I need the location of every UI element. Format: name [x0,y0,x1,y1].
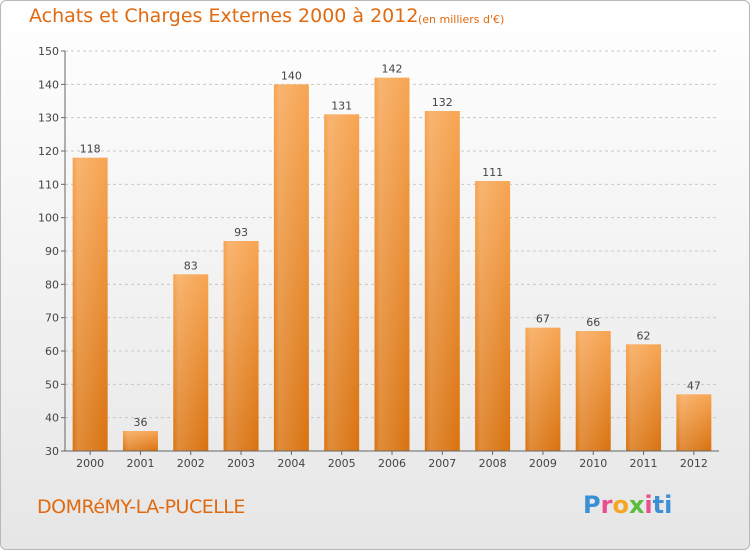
x-tick-label: 2007 [428,457,456,470]
bar-highlight [475,181,511,451]
bar-highlight [525,327,561,451]
bar-highlight [676,394,712,451]
logo-letter: i [664,491,673,519]
chart-subtitle: (en milliers d'€) [418,13,505,26]
x-tick-label: 2009 [529,457,557,470]
y-tick-label: 50 [45,378,59,391]
data-label: 140 [281,69,302,82]
x-tick-label: 2011 [630,457,658,470]
data-label: 83 [184,259,198,272]
y-tick-label: 60 [45,345,59,358]
bar-highlight [374,77,410,452]
y-tick-label: 90 [45,245,59,258]
data-label: 131 [331,99,352,112]
x-tick-label: 2003 [227,457,255,470]
data-label: 66 [586,316,600,329]
y-tick-label: 140 [38,78,59,91]
x-tick-label: 2006 [378,457,406,470]
bar-highlight [575,331,611,451]
logo-letter: r [600,491,613,519]
x-tick-label: 2004 [277,457,305,470]
commune-name: DOMRéMY-LA-PUCELLE [37,496,245,518]
data-labels: 118 36 83 93 140 131 142 132 111 67 66 62 47 [80,63,701,429]
data-label: 132 [432,96,453,109]
data-label: 67 [536,313,550,326]
bar-highlight [122,431,158,451]
bar-highlight [273,84,309,451]
y-tick-label: 120 [38,145,59,158]
x-tick-label: 2002 [177,457,205,470]
logo-letter: x [628,491,645,519]
data-label: 36 [133,416,147,429]
y-tick-label: 30 [45,445,59,458]
y-tick-label: 40 [45,412,59,425]
bar-highlight [72,157,108,451]
data-label: 47 [687,379,701,392]
data-label: 111 [482,166,503,179]
data-label: 62 [637,329,651,342]
logo-letter: i [644,491,653,519]
x-tick-label: 2008 [479,457,507,470]
bars [72,77,712,452]
proxiti-logo[interactable]: Proxiti [583,491,672,519]
x-tick-label: 2010 [579,457,607,470]
axes: 30 40 50 60 70 80 90 100 110 120 130 140 150 2000 2001… [38,45,719,470]
logo-letter: o [612,491,629,519]
y-tick-label: 70 [45,312,59,325]
y-tick-label: 150 [38,45,59,58]
x-tick-label: 2000 [76,457,104,470]
x-tick-label: 2012 [680,457,708,470]
bar-highlight [223,241,259,451]
bar-highlight [173,274,209,451]
logo-letter: P [583,491,601,519]
y-tick-label: 110 [38,178,59,191]
bar-highlight [626,344,662,451]
chart-title: Achats et Charges Externes 2000 à 2012 [29,5,419,27]
y-tick-label: 100 [38,212,59,225]
data-label: 118 [80,143,101,156]
logo-letter: t [652,491,665,519]
bar-highlight [324,114,360,451]
x-tick-label: 2001 [126,457,154,470]
bar-highlight [424,111,460,451]
x-tick-label: 2005 [328,457,356,470]
y-tick-label: 80 [45,278,59,291]
data-label: 142 [382,63,403,76]
y-tick-label: 130 [38,112,59,125]
data-label: 93 [234,226,248,239]
